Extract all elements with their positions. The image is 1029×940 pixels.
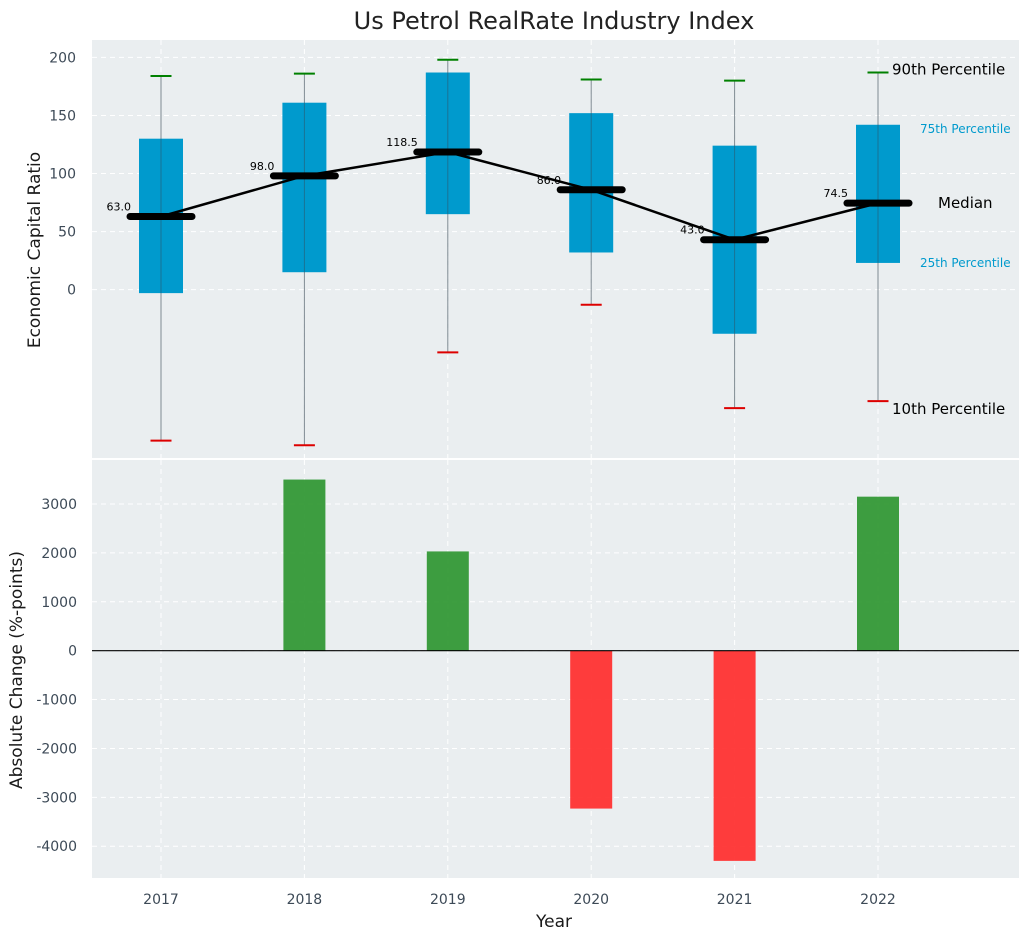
median-value-label: 86.0: [537, 174, 562, 187]
x-tick-label: 2017: [143, 892, 179, 908]
top-y-tick-label: 100: [49, 167, 76, 183]
median-value-label: 74.5: [824, 187, 849, 200]
bottom-y-tick-label: 3000: [41, 497, 77, 513]
x-tick-label: 2019: [430, 892, 466, 908]
top-y-tick-label: 150: [49, 108, 76, 124]
x-tick-label: 2020: [573, 892, 609, 908]
positive-change-bar: [426, 551, 469, 651]
bottom-y-tick-label: -3000: [36, 790, 77, 806]
x-axis-title: Year: [535, 912, 572, 932]
bottom-y-tick-label: 0: [68, 644, 77, 660]
median-trend-line: [160, 150, 879, 242]
median-value-label: 118.5: [386, 136, 418, 149]
top-y-tick-label: 200: [49, 50, 76, 66]
bottom-y-tick-label: 1000: [41, 595, 77, 611]
x-tick-label: 2018: [287, 892, 323, 908]
median-value-label: 43.0: [680, 224, 705, 237]
top-y-axis-title: Economic Capital Ratio: [25, 152, 45, 348]
legend-p25: 25th Percentile: [920, 256, 1011, 270]
negative-change-bar: [570, 650, 613, 809]
x-tick-label: 2021: [717, 892, 753, 908]
legend-p75: 75th Percentile: [920, 122, 1011, 136]
x-tick-label: 2022: [860, 892, 896, 908]
positive-change-bar: [283, 479, 326, 651]
top-y-tick-label: 0: [67, 283, 76, 299]
top-y-tick-label: 50: [58, 225, 76, 241]
bottom-y-tick-label: -4000: [36, 839, 77, 855]
median-value-label: 98.0: [250, 160, 275, 173]
bottom-y-tick-label: 2000: [41, 546, 77, 562]
chart-title: Us Petrol RealRate Industry Index: [354, 7, 755, 35]
legend-p10: 10th Percentile: [892, 400, 1005, 418]
bottom-y-tick-label: -1000: [36, 693, 77, 709]
legend-median: Median: [938, 194, 993, 212]
bottom-y-tick-label: -2000: [36, 741, 77, 757]
legend-p90: 90th Percentile: [892, 61, 1005, 79]
box-plot-panel: 0 50 100 150 200 63.0 98.0 118.5 86.0 43.0 74.5 90t…: [49, 40, 1019, 458]
change-bar-panel: -4000 -3000 -2000 -1000 0 1000 2000 3000 2017 201…: [36, 460, 1019, 908]
bottom-y-axis-title: Absolute Change (%-points): [7, 551, 27, 789]
negative-change-bar: [713, 650, 756, 861]
median-value-label: 63.0: [107, 200, 132, 213]
positive-change-bar: [857, 496, 899, 651]
